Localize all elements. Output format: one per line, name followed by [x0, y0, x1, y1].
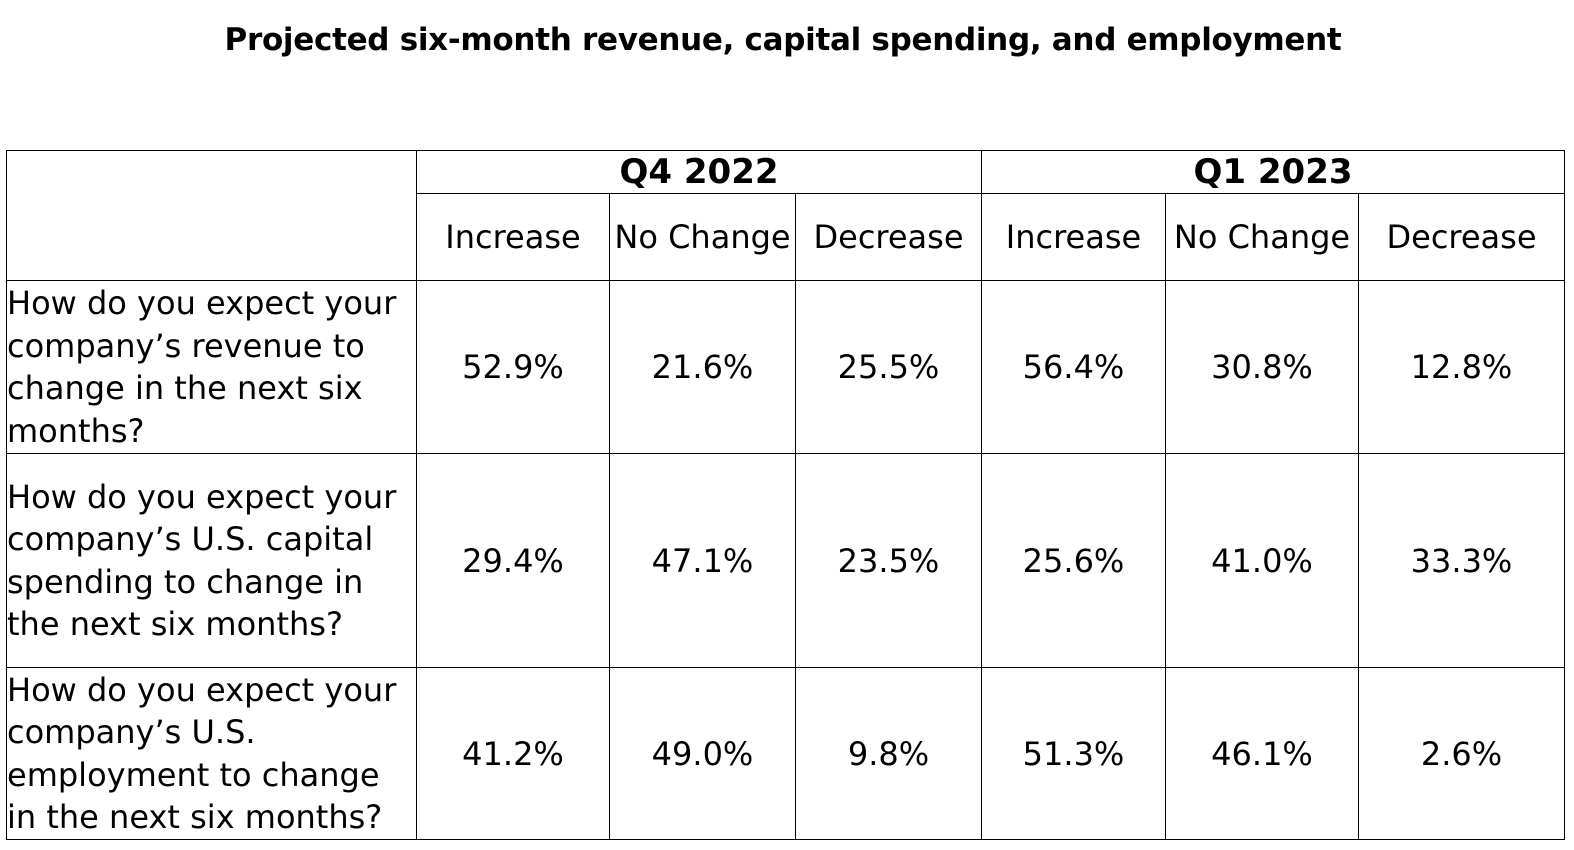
value-cell: 56.4% — [981, 280, 1166, 454]
value-cell: 25.5% — [795, 280, 982, 454]
period-header-q4-2022: Q4 2022 — [416, 150, 982, 194]
table-row-employment: How do you expect your company’s U.S. em… — [6, 667, 1565, 840]
survey-table: Q4 2022 Q1 2023 Increase No Change Decre… — [6, 150, 1565, 840]
value-cell: 30.8% — [1165, 280, 1359, 454]
value-cell: 41.2% — [416, 667, 610, 840]
page-title: Projected six-month revenue, capital spe… — [224, 22, 1342, 58]
question-cell: How do you expect your company’s U.S. em… — [6, 667, 417, 840]
question-cell: How do you expect your company’s revenue… — [6, 280, 417, 454]
period-header-q1-2023: Q1 2023 — [981, 150, 1565, 194]
table-row-revenue: How do you expect your company’s revenue… — [6, 280, 1565, 454]
value-cell: 49.0% — [609, 667, 796, 840]
subheader-cell: Increase — [981, 193, 1166, 281]
subheader-cell: No Change — [1165, 193, 1359, 281]
subheader-cell: Increase — [416, 193, 610, 281]
table-row-capital-spending: How do you expect your company’s U.S. ca… — [6, 453, 1565, 668]
period-header-row: Q4 2022 Q1 2023 — [6, 150, 1565, 281]
question-cell: How do you expect your company’s U.S. ca… — [6, 453, 417, 668]
subheader-cell: No Change — [609, 193, 796, 281]
value-cell: 52.9% — [416, 280, 610, 454]
value-cell: 51.3% — [981, 667, 1166, 840]
value-cell: 46.1% — [1165, 667, 1359, 840]
value-cell: 21.6% — [609, 280, 796, 454]
value-cell: 33.3% — [1358, 453, 1565, 668]
corner-cell — [6, 150, 417, 281]
value-cell: 9.8% — [795, 667, 982, 840]
subheader-cell: Decrease — [1358, 193, 1565, 281]
value-cell: 25.6% — [981, 453, 1166, 668]
value-cell: 29.4% — [416, 453, 610, 668]
value-cell: 23.5% — [795, 453, 982, 668]
value-cell: 47.1% — [609, 453, 796, 668]
value-cell: 41.0% — [1165, 453, 1359, 668]
value-cell: 2.6% — [1358, 667, 1565, 840]
subheader-cell: Decrease — [795, 193, 982, 281]
value-cell: 12.8% — [1358, 280, 1565, 454]
